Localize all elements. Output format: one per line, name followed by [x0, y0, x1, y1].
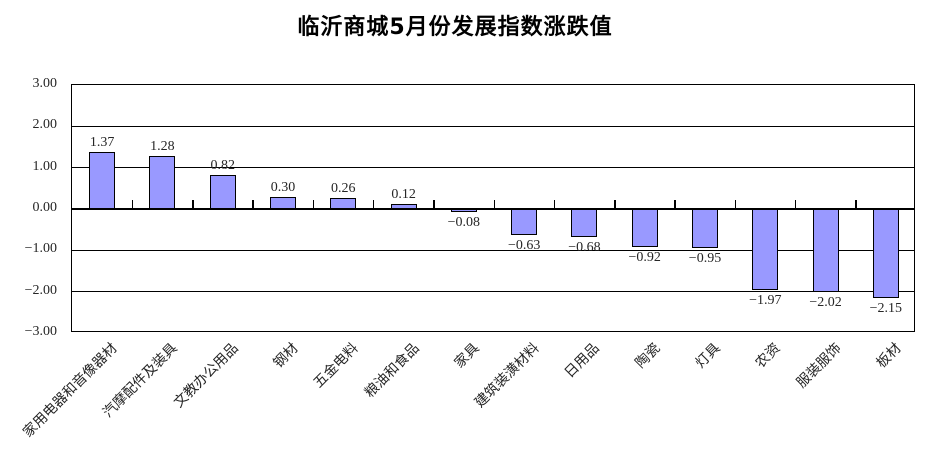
bar-value-label: 0.12 — [391, 187, 416, 203]
bar — [450, 209, 477, 213]
bar-value-label: −2.15 — [869, 300, 903, 316]
bar — [390, 204, 417, 209]
x-axis-category-label: 板材 — [874, 341, 905, 372]
bar-value-label: −1.97 — [749, 293, 782, 309]
category-tick — [614, 200, 616, 209]
x-axis-category-label: 农资 — [753, 341, 784, 372]
x-axis-category-label: 陶瓷 — [632, 341, 664, 372]
plot-area: 1.37 1.28 0.82 0.30 0.26 0.12 −0.08 −0.63 −0.68 −… — [71, 84, 915, 332]
bar — [631, 209, 658, 248]
category-tick — [553, 200, 556, 209]
y-gridline — [72, 125, 914, 127]
bar-value-label: −0.92 — [628, 250, 661, 266]
bar-value-label: 1.37 — [89, 135, 115, 151]
chart-title: 临沂商城5月份发展指数涨跌值 — [297, 15, 613, 40]
x-axis-category-label: 粮油和食品 — [362, 341, 423, 402]
x-axis-category-label: 家具 — [452, 341, 483, 372]
bar — [812, 209, 839, 293]
bar-value-label: −2.02 — [809, 295, 842, 311]
y-axis-tick-label: −2.00 — [24, 282, 57, 298]
y-gridline — [72, 249, 914, 251]
bar — [149, 156, 176, 209]
x-axis-category-label: 五金电料 — [311, 341, 362, 392]
x-axis-category-label: 灯具 — [693, 341, 724, 372]
category-tick — [493, 200, 495, 209]
bar-value-label: −0.63 — [507, 238, 541, 254]
category-tick — [131, 200, 134, 209]
x-axis-category-label: 钢材 — [271, 341, 302, 372]
y-gridline — [72, 291, 914, 293]
bar-value-label: 0.82 — [210, 158, 235, 174]
category-tick — [252, 200, 254, 209]
bar — [571, 209, 598, 238]
category-tick — [372, 200, 375, 209]
x-axis-category-label: 文教办公用品 — [171, 341, 242, 412]
category-tick — [855, 200, 857, 209]
y-gridline — [72, 167, 914, 169]
x-axis-category-label: 建筑装潢材料 — [472, 341, 543, 412]
x-axis-category-label: 服装服饰 — [793, 341, 845, 392]
bar-value-label: 1.28 — [150, 139, 175, 155]
bar-value-label: −0.08 — [447, 215, 481, 231]
x-axis-category-label: 日用品 — [562, 341, 604, 382]
category-tick — [312, 200, 315, 209]
bar-value-label: −0.68 — [568, 240, 601, 256]
category-tick — [192, 200, 194, 209]
bar — [692, 209, 718, 249]
bar — [511, 209, 538, 236]
category-tick — [433, 200, 435, 209]
x-axis-category-label: 家用电器和音像器材 — [21, 341, 121, 441]
bar — [89, 152, 116, 209]
bar-value-label: 0.26 — [331, 181, 356, 197]
bar — [209, 175, 236, 209]
y-axis-tick-label: 1.00 — [32, 158, 58, 174]
bar — [872, 209, 899, 298]
category-tick — [734, 200, 737, 209]
category-tick — [674, 200, 676, 209]
bar-value-label: 0.30 — [270, 179, 296, 195]
x-axis-zero-line — [72, 208, 914, 210]
bar-value-label: −0.95 — [688, 251, 722, 267]
y-axis-tick-label: 3.00 — [32, 76, 58, 91]
bar — [330, 198, 357, 209]
bar — [270, 196, 296, 209]
y-axis-tick-label: 2.00 — [32, 117, 58, 133]
y-axis-tick-label: −1.00 — [24, 241, 57, 257]
bar — [752, 209, 779, 291]
y-axis-tick-label: −3.00 — [24, 324, 57, 339]
y-axis-tick-label: 0.00 — [32, 200, 58, 215]
category-tick — [794, 200, 797, 209]
